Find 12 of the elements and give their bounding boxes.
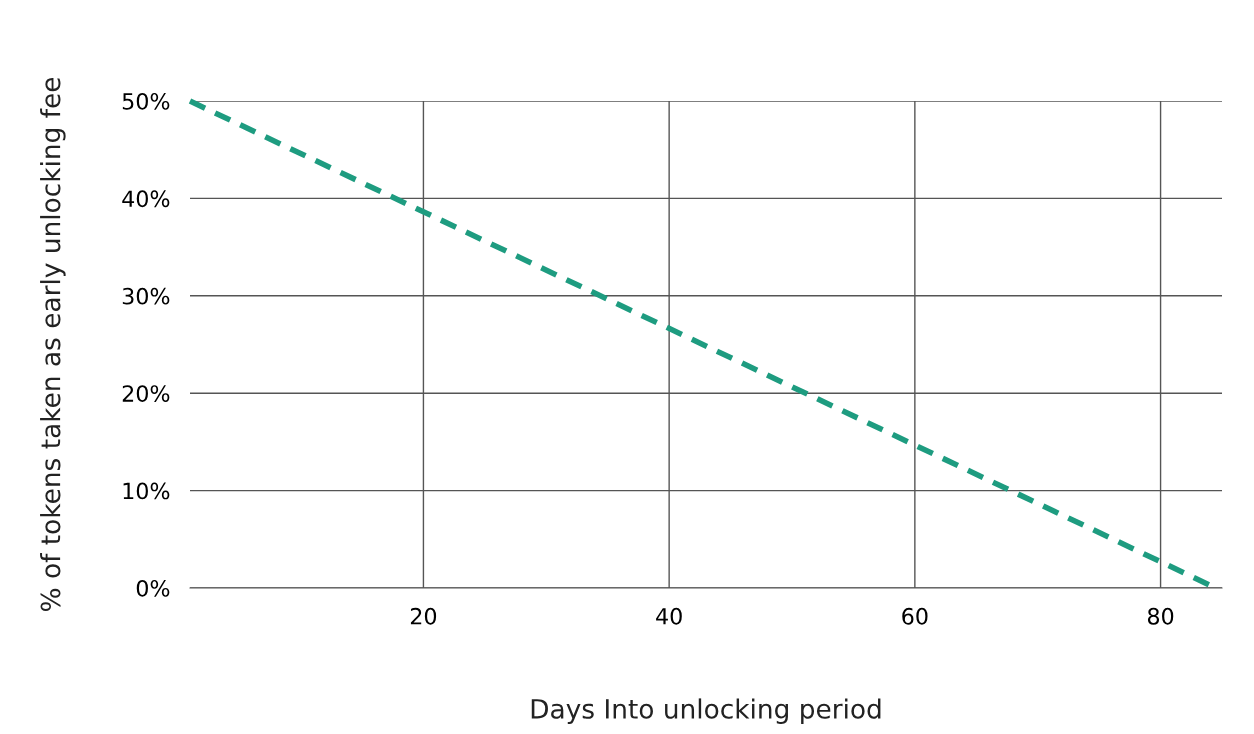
x-tick-label: 20 xyxy=(410,607,437,625)
y-tick-label: 20% xyxy=(122,385,170,402)
x-tick-label: 40 xyxy=(656,607,682,625)
x-tick-label: 60 xyxy=(902,607,928,625)
y-tick-label: 50% xyxy=(122,92,170,110)
x-axis-title: Days Into unlocking period xyxy=(531,698,881,724)
y-tick-label: 0% xyxy=(136,579,170,597)
y-tick-label: 30% xyxy=(122,287,170,305)
y-axis-title: % of tokens taken as early unlocking fee xyxy=(40,77,66,612)
y-tick-label: 10% xyxy=(123,482,170,500)
x-tick-label: 80 xyxy=(1147,607,1174,625)
y-tick-label: 40% xyxy=(122,190,170,208)
